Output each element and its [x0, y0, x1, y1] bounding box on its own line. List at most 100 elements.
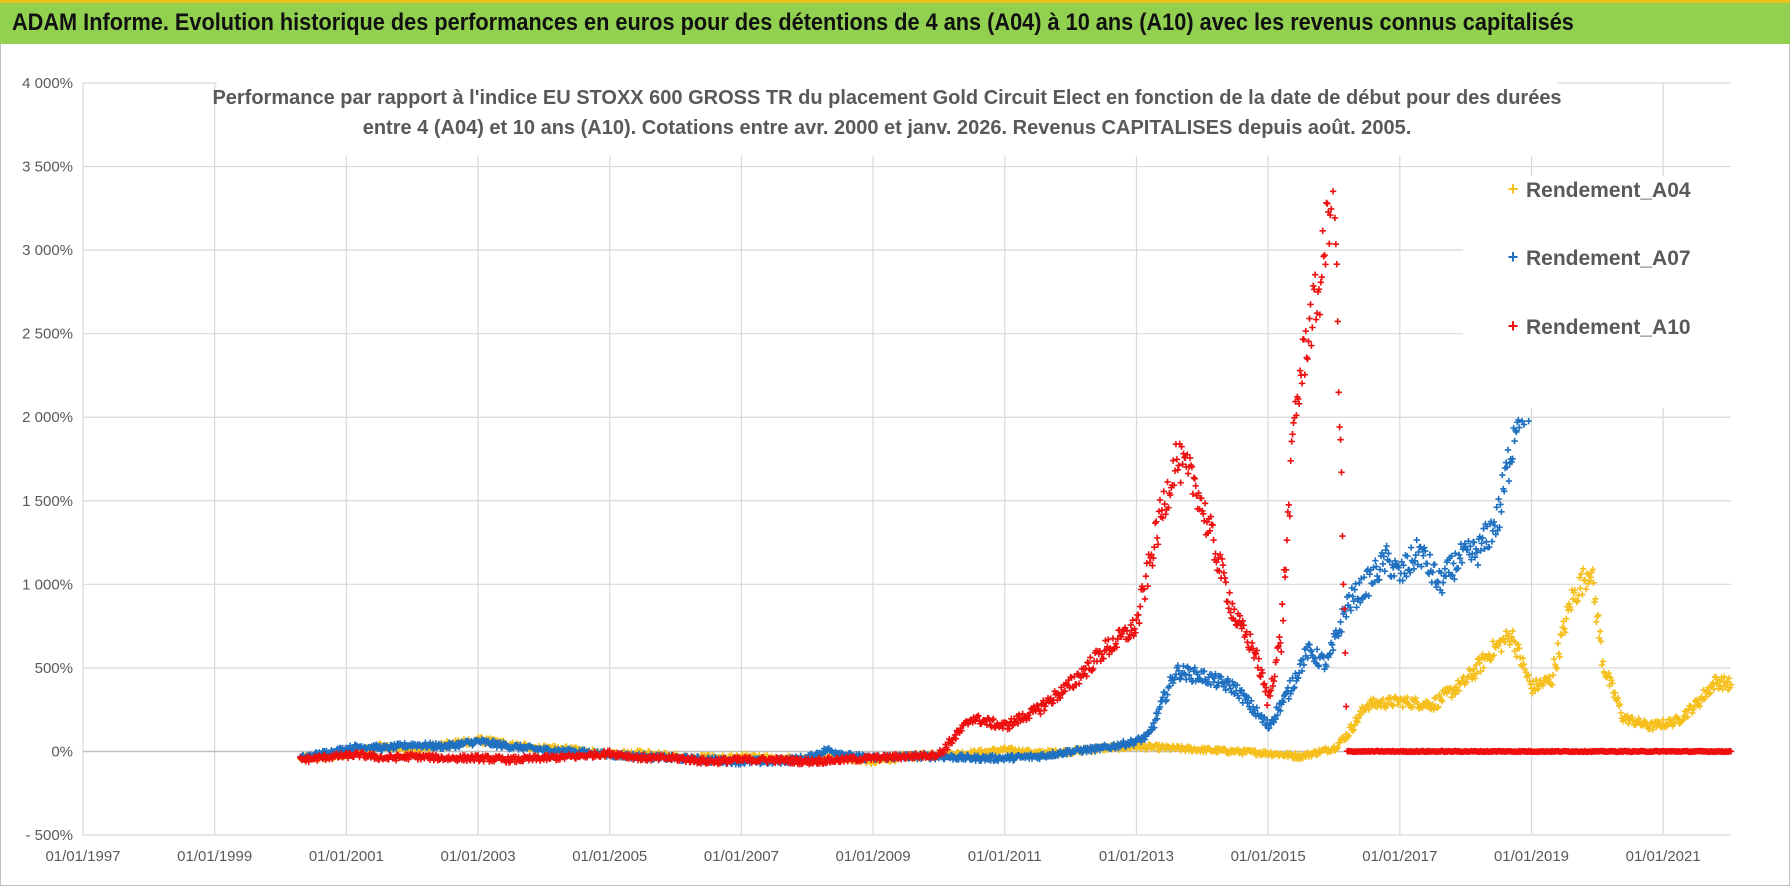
data-point: [1434, 578, 1441, 585]
data-point: [1026, 715, 1033, 722]
data-point: [1497, 501, 1504, 508]
data-point: [1164, 478, 1171, 486]
data-point: [1323, 663, 1330, 670]
data-point: [1309, 324, 1316, 331]
y-tick-label: 1 000%: [22, 576, 73, 593]
data-point: [1201, 500, 1209, 507]
data-point: [1315, 286, 1323, 293]
data-point: [1231, 606, 1238, 613]
data-point: [1274, 711, 1281, 719]
data-point: [1687, 702, 1694, 710]
data-point: [1435, 703, 1442, 710]
data-point: [1232, 617, 1239, 624]
data-point: [1474, 561, 1482, 569]
data-point: [469, 742, 476, 749]
data-point: [1455, 551, 1463, 559]
data-point: [1349, 593, 1356, 600]
data-point: [1301, 371, 1309, 378]
data-point: [1649, 726, 1657, 733]
data-point: [1206, 527, 1214, 535]
data-point: [1253, 704, 1261, 711]
data-point: [1255, 655, 1262, 662]
data-point: [1277, 707, 1284, 714]
data-point: [1270, 677, 1277, 685]
data-point: [1174, 466, 1182, 474]
data-point: [1463, 679, 1470, 686]
data-point: [1229, 600, 1236, 607]
data-point: [1655, 718, 1662, 726]
x-axis-ticks: 01/01/1997 01/01/1999 01/01/2001 01/01/2003…: [45, 848, 1700, 865]
data-point: [1070, 684, 1077, 691]
data-point: [1659, 716, 1667, 724]
data-point: [1557, 630, 1564, 638]
data-point: [1184, 451, 1191, 458]
data-point: [1144, 582, 1151, 590]
data-point: [1445, 569, 1452, 576]
data-point: [1490, 518, 1498, 526]
data-point: [1174, 662, 1182, 669]
data-point: [1141, 736, 1149, 743]
data-point: [1233, 622, 1241, 629]
data-point: [1327, 650, 1334, 657]
data-point: [1423, 560, 1431, 567]
data-point: [1580, 565, 1587, 573]
data-point: [1720, 677, 1727, 685]
data-point: [1252, 650, 1260, 658]
y-tick-label: 0%: [51, 743, 73, 760]
data-point: [1539, 682, 1546, 689]
data-point: [1589, 566, 1596, 573]
data-point: [1227, 685, 1234, 692]
data-point: [1707, 689, 1714, 696]
data-point: [1049, 699, 1056, 707]
data-point: [1105, 636, 1112, 643]
data-point: [1298, 667, 1306, 675]
x-tick-label: 01/01/2017: [1362, 848, 1437, 865]
data-point: [1474, 656, 1482, 663]
data-point: [1239, 617, 1246, 625]
data-point: [1171, 674, 1179, 681]
data-point: [1118, 633, 1125, 640]
data-point: [1562, 629, 1569, 636]
data-point: [1213, 558, 1220, 566]
data-point: [1153, 534, 1161, 542]
data-point: [1332, 240, 1340, 248]
data-point: [1410, 565, 1418, 573]
data-point: [1505, 477, 1513, 485]
data-point: [446, 744, 454, 751]
data-point: [1192, 482, 1199, 490]
data-point: [1350, 726, 1357, 733]
data-point: [1277, 639, 1284, 647]
data-point: [1478, 540, 1485, 547]
data-point: [1481, 545, 1488, 553]
data-point: [1137, 603, 1144, 610]
data-point: [1515, 641, 1522, 648]
data-point: [1372, 557, 1379, 564]
data-point: [1291, 684, 1298, 691]
data-point: [1308, 342, 1315, 349]
data-point: [1366, 571, 1373, 578]
data-point: [1406, 569, 1414, 576]
data-point: [1495, 642, 1502, 650]
data-point: [1156, 496, 1164, 504]
data-point: [1238, 686, 1245, 694]
data-point: [1154, 541, 1162, 548]
data-point: [1207, 513, 1214, 520]
data-point: [1270, 719, 1277, 726]
data-point: [1684, 713, 1691, 721]
data-point: [1227, 609, 1234, 616]
data-point: [1464, 546, 1471, 554]
data-point: [1317, 279, 1325, 286]
data-point: [1208, 521, 1215, 528]
data-point: [1577, 585, 1584, 592]
data-point: [1345, 591, 1353, 599]
data-point: [1455, 687, 1463, 694]
data-point: [1308, 648, 1315, 655]
data-point: [1441, 565, 1449, 572]
data-point: [1591, 598, 1598, 606]
data-point: [1290, 419, 1297, 427]
data-point: [1443, 690, 1451, 697]
data-point: [1284, 684, 1292, 691]
data-point: [1493, 504, 1500, 511]
data-point: [1579, 591, 1586, 598]
data-point: [1075, 680, 1083, 687]
